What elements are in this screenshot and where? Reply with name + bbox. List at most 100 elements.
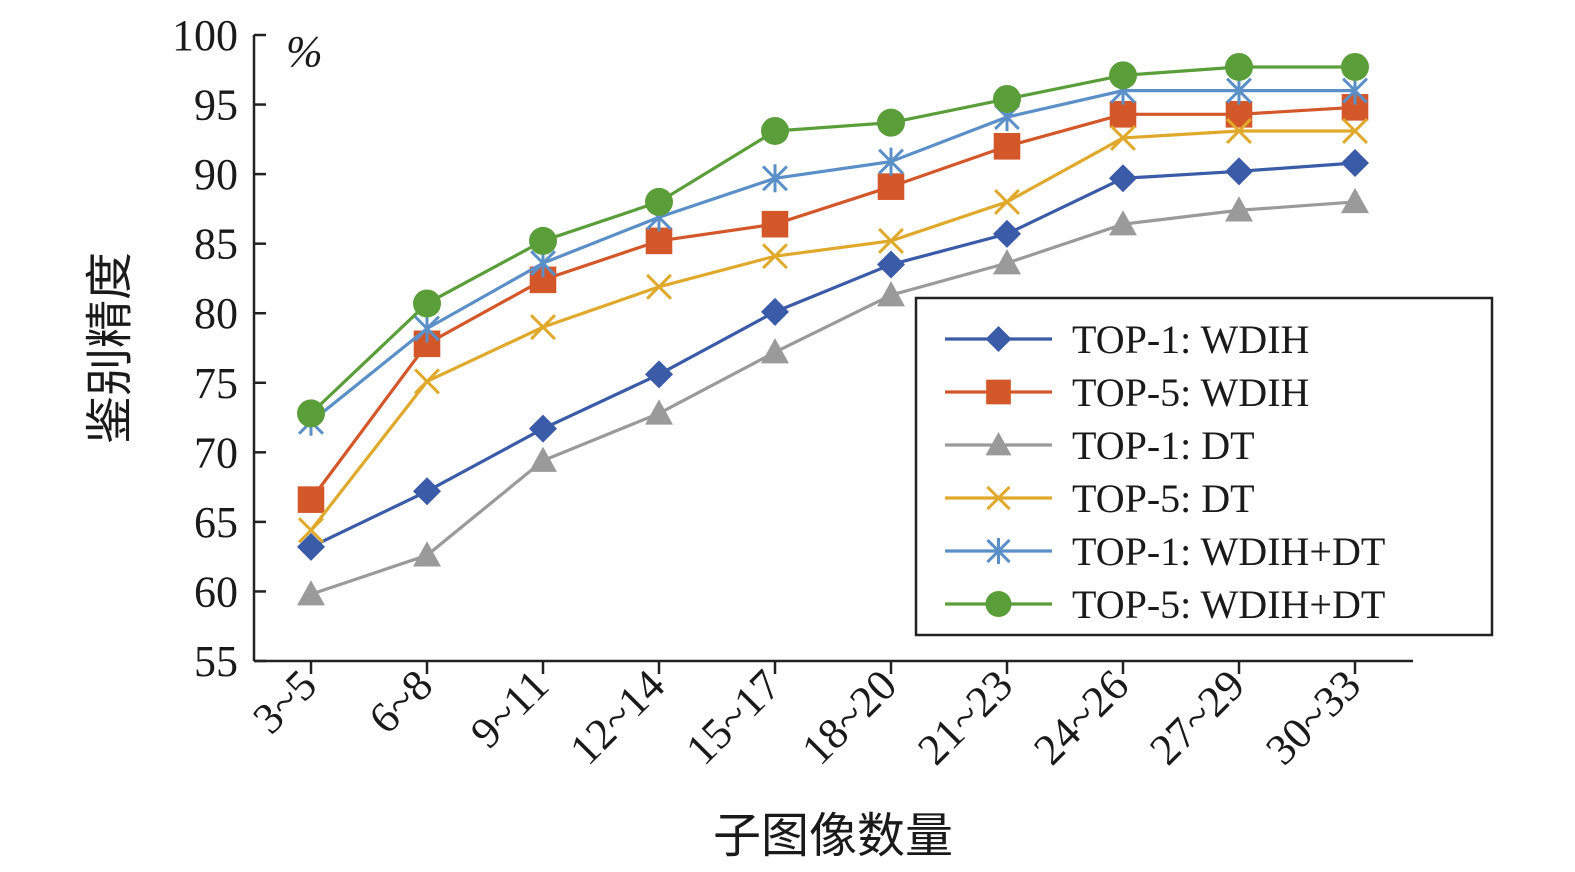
plot-area <box>297 52 1369 606</box>
data-point <box>993 219 1021 248</box>
data-point <box>1225 52 1253 81</box>
data-point <box>877 250 905 279</box>
legend-label: TOP-5: DT <box>1072 476 1255 521</box>
x-axis-title: 子图像数量 <box>713 808 953 864</box>
data-point <box>1109 61 1137 90</box>
data-point <box>993 132 1021 160</box>
data-point <box>645 187 673 216</box>
series-1 <box>297 148 1369 561</box>
data-point <box>413 289 441 318</box>
x-tick-label: 9~11 <box>461 660 558 757</box>
data-point <box>529 446 557 472</box>
legend-marker <box>986 379 1011 405</box>
y-tick-label: 80 <box>194 289 238 338</box>
series-line <box>309 65 1355 415</box>
y-tick-label: 70 <box>194 428 238 477</box>
legend-box <box>914 296 1494 637</box>
legend-entry: TOP-1: DT <box>945 423 1255 468</box>
data-point <box>645 399 673 425</box>
data-point <box>413 477 441 506</box>
legend-entry: TOP-1: WDIH+DT <box>945 529 1385 574</box>
y-tick-label: 55 <box>194 637 238 686</box>
data-point <box>297 399 325 428</box>
data-point <box>529 226 557 255</box>
y-tick-label: 60 <box>194 567 238 616</box>
data-point <box>414 314 440 343</box>
x-tick-label: 12~14 <box>560 660 674 774</box>
data-point <box>1341 148 1369 177</box>
legend-label: TOP-1: WDIH <box>1072 317 1309 362</box>
y-tick-label: 85 <box>194 220 238 269</box>
x-tick-label: 6~8 <box>359 660 442 743</box>
x-axis-ticks: 3~5 6~8 9~11 12~14 15~17 18~20 21~23 24~26 27~29… <box>243 660 1370 774</box>
legend-label: TOP-1: WDIH+DT <box>1072 529 1385 574</box>
data-point <box>993 249 1021 275</box>
data-point <box>1110 124 1136 151</box>
data-point <box>1109 210 1137 236</box>
y-axis-title: 鉴别精度 <box>82 252 138 444</box>
data-point <box>297 580 325 606</box>
data-point <box>1225 196 1253 222</box>
data-point <box>297 532 325 561</box>
data-point <box>529 414 557 443</box>
x-tick-label: 15~17 <box>676 660 790 774</box>
data-point <box>1342 118 1368 144</box>
legend-entry: TOP-5: DT <box>945 476 1255 521</box>
data-point <box>1225 157 1253 186</box>
legend: TOP-1: WDIH TOP-5: WDIH TOP-1: DT TOP-5: DT… <box>914 296 1494 637</box>
legend-label: TOP-1: DT <box>1072 423 1255 468</box>
data-point <box>1341 187 1369 214</box>
data-point <box>530 314 556 341</box>
data-point <box>646 273 672 300</box>
x-tick-label: 30~33 <box>1256 660 1370 774</box>
data-point <box>761 210 789 238</box>
legend-entry: TOP-1: WDIH <box>945 317 1309 362</box>
series-4 <box>298 118 1368 544</box>
data-point <box>1226 76 1252 105</box>
data-point <box>762 243 788 270</box>
legend-label: TOP-5: WDIH <box>1072 370 1309 415</box>
data-point <box>1342 76 1368 105</box>
data-point <box>1341 52 1369 81</box>
legend-marker <box>985 591 1012 617</box>
data-point <box>645 227 673 255</box>
legend-marker <box>985 326 1012 352</box>
legend-label: TOP-5: WDIH+DT <box>1072 582 1385 627</box>
data-point <box>1226 118 1252 144</box>
series-line <box>309 105 1356 501</box>
x-tick-label: 24~26 <box>1024 660 1138 774</box>
data-point <box>877 108 905 137</box>
data-point <box>1109 100 1137 128</box>
series-line <box>309 129 1355 532</box>
y-tick-label: 100 <box>172 11 238 60</box>
data-point <box>993 84 1021 113</box>
y-axis-ticks: 55 60 65 70 75 80 85 90 95 100 <box>172 11 266 686</box>
series-line <box>309 89 1355 423</box>
y-tick-label: 95 <box>194 81 238 130</box>
data-point <box>297 486 325 513</box>
series-6 <box>297 52 1369 428</box>
data-point <box>762 164 788 193</box>
data-point <box>761 116 789 145</box>
series-line <box>310 161 1356 549</box>
data-point <box>413 541 441 567</box>
data-point <box>414 368 440 395</box>
x-tick-label: 21~23 <box>908 660 1022 774</box>
legend-entry: TOP-5: WDIH+DT <box>945 582 1385 627</box>
x-tick-label: 3~5 <box>243 660 326 743</box>
legend-marker <box>986 538 1011 564</box>
data-point <box>877 173 905 200</box>
legend-marker <box>986 485 1011 511</box>
y-tick-label: 75 <box>194 359 238 408</box>
x-tick-label: 18~20 <box>792 660 906 774</box>
data-point <box>877 281 905 307</box>
axes <box>252 35 1413 663</box>
data-point <box>645 360 673 389</box>
series-3 <box>297 187 1369 606</box>
data-point <box>761 297 789 326</box>
series-line <box>310 200 1356 596</box>
y-tick-label: 90 <box>194 150 238 199</box>
x-tick-label: 27~29 <box>1140 660 1254 774</box>
legend-entry: TOP-5: WDIH <box>945 370 1309 415</box>
